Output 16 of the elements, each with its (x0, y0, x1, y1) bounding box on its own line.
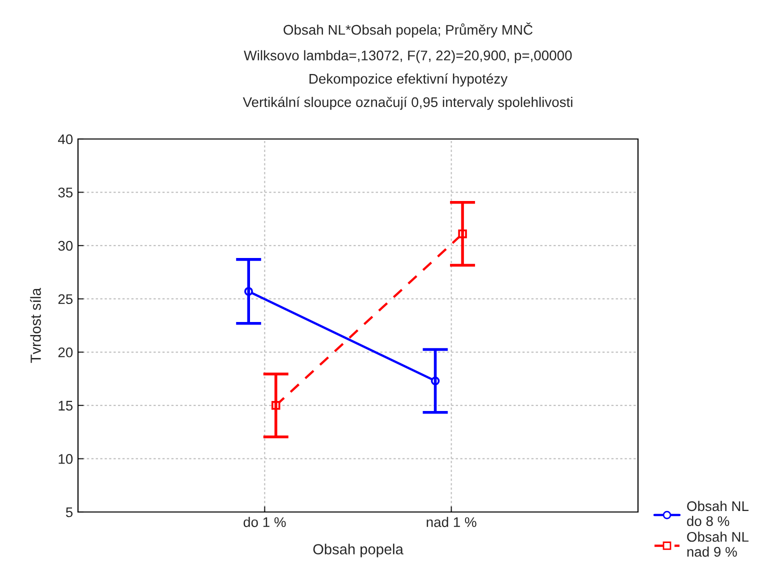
y-tick-label: 40 (58, 134, 73, 144)
chart-subtitle: Wilksovo lambda=,13072, F(7, 22)=20,900, p=,00000 Dekompozice efektivní hypotézy Vertikální sloupce označují 0,95 intervaly spolehlivosti (242, 50, 572, 110)
y-tick-label: 25 (58, 294, 73, 304)
legend-label: Obsah NL do 8 % (687, 500, 749, 526)
y-tick-label: 10 (58, 454, 73, 464)
y-tick-label: 20 (58, 347, 73, 358)
chart-title: Obsah NL*Obsah popela; Průměry MNČ (284, 22, 533, 38)
x-axis-title: Obsah popela (313, 544, 404, 558)
x-tick-label: do 1 % (244, 516, 286, 528)
y-tick-label: 35 (58, 188, 73, 198)
x-tick-label: nad 1 % (426, 516, 476, 528)
y-axis-title: Tvrdost síla (30, 288, 41, 363)
legend-label: Obsah NL nad 9 % (687, 532, 749, 557)
y-tick-label: 30 (58, 240, 73, 251)
y-tick-label: 15 (58, 400, 73, 411)
y-tick-label: 5 (66, 507, 73, 518)
